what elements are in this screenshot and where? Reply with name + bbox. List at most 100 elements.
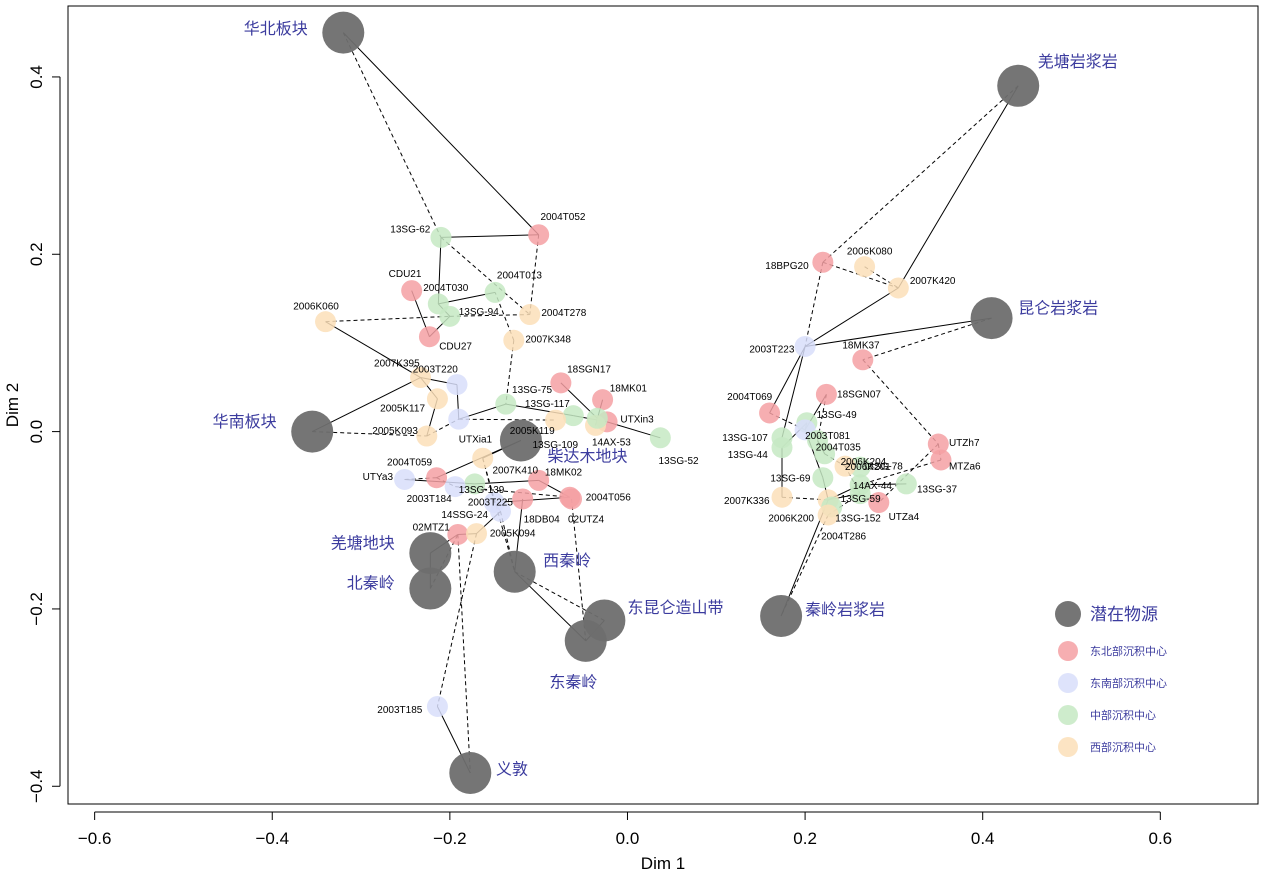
sample-label: 2007K336 (724, 496, 770, 507)
solid-link (897, 85, 1019, 289)
sample-point (394, 468, 416, 490)
sample-point (401, 280, 423, 302)
dashed-link (457, 534, 471, 773)
source-label: 东昆仑造山带 (627, 598, 723, 617)
sample-label: 2003T223 (749, 344, 794, 355)
sample-label: 2004T056 (586, 492, 631, 503)
sample-point (817, 504, 839, 526)
x-tick-label: −0.6 (78, 829, 112, 848)
dashed-link (505, 340, 515, 405)
sample-label: 02MTZ1 (413, 522, 451, 533)
sample-label: 13SG-59 (841, 494, 881, 505)
sample-label: 2003T185 (377, 705, 422, 716)
sample-label: 13SG-109 (532, 440, 578, 451)
dashed-link (404, 477, 437, 480)
sample-label: 18SGN07 (837, 389, 881, 400)
sample-label: 18SGN17 (567, 365, 611, 376)
legend-marker (1055, 601, 1081, 627)
sample-point (545, 409, 567, 431)
solid-link (804, 287, 899, 347)
source-label: 华南板块 (213, 412, 277, 431)
solid-link (769, 346, 806, 414)
sample-label: UTZh7 (949, 438, 980, 449)
sample-label: 2005K117 (380, 404, 425, 415)
x-tick-label: 0.4 (971, 829, 995, 848)
dashed-link (458, 418, 556, 421)
sample-label: 2004T052 (540, 212, 585, 223)
legend-label: 中部沉积中心 (1090, 708, 1156, 722)
sample-label: 2005K093 (372, 426, 418, 437)
sample-label: 2003T225 (468, 498, 513, 509)
legend-marker (1058, 705, 1078, 725)
y-axis-title: Dim 2 (3, 383, 22, 427)
dashed-link (440, 237, 531, 315)
source-label: 羌塘地块 (331, 533, 395, 552)
dashed-link (312, 431, 427, 437)
sample-point (430, 226, 452, 248)
source-point (409, 532, 452, 575)
sample-point (446, 374, 468, 396)
sample-label: 2003T220 (413, 365, 458, 376)
sample-point (854, 256, 876, 278)
legend-label: 西部沉积中心 (1090, 740, 1156, 754)
sample-label: 13SG-37 (917, 484, 957, 495)
sample-label: UTZa4 (889, 512, 920, 523)
source-label: 秦岭岩浆岩 (805, 600, 885, 619)
sample-point (815, 383, 837, 405)
sample-point (426, 467, 448, 489)
sample-point (444, 476, 466, 498)
sample-label: 13SG-75 (512, 385, 552, 396)
legend-marker (1058, 641, 1078, 661)
sample-label: 13SG-107 (722, 433, 768, 444)
x-tick-label: −0.4 (255, 829, 289, 848)
source-label: 羌塘岩浆岩 (1038, 52, 1118, 71)
source-point (760, 595, 803, 638)
sample-label: 02UTZ4 (568, 514, 605, 525)
sample-point (649, 427, 671, 449)
sample-label: 2004T278 (541, 308, 586, 319)
y-tick-label: −0.2 (27, 592, 46, 626)
legend-label: 东北部沉积中心 (1090, 644, 1167, 658)
dashed-link (571, 498, 587, 641)
sample-point (410, 367, 432, 389)
sample-label: 2003T081 (805, 431, 850, 442)
sample-label: 13SG-152 (835, 514, 881, 525)
sample-point (592, 389, 614, 411)
sample-label: 14AX-53 (592, 437, 631, 448)
sample-label: 13SG-52 (659, 456, 699, 467)
sample-label: 13SG-78 (863, 461, 903, 472)
x-tick-label: 0.2 (793, 829, 817, 848)
source-label: 华北板块 (244, 19, 308, 38)
legend-marker (1058, 673, 1078, 693)
source-point (291, 410, 334, 453)
sample-point (771, 486, 793, 508)
solid-link (342, 32, 540, 236)
sample-point (849, 483, 871, 505)
y-tick-label: 0.0 (27, 420, 46, 444)
sample-label: 2007K410 (492, 466, 538, 477)
source-label: 义敦 (496, 760, 528, 779)
x-tick-label: −0.2 (433, 829, 467, 848)
sample-label: 2005K119 (510, 426, 555, 437)
source-label: 北秦岭 (347, 573, 395, 592)
dashed-link (860, 459, 942, 486)
source-label: 东秦岭 (549, 673, 597, 692)
x-tick-label: 0.6 (1148, 829, 1172, 848)
sample-label: 2007K395 (374, 358, 420, 369)
sample-label: 2004T030 (423, 283, 468, 294)
solid-link (440, 234, 539, 238)
sample-label: 2006K204 (841, 457, 887, 468)
dashed-link (436, 533, 477, 707)
source-point (493, 550, 536, 593)
sample-label: 2004T035 (816, 443, 861, 454)
sample-point (495, 393, 517, 415)
sample-point (759, 402, 781, 424)
sample-point (561, 488, 583, 510)
solid-link (325, 321, 421, 378)
y-tick-label: −0.4 (27, 769, 46, 803)
sample-label: 2006K201 (845, 462, 891, 473)
sample-point (472, 447, 494, 469)
